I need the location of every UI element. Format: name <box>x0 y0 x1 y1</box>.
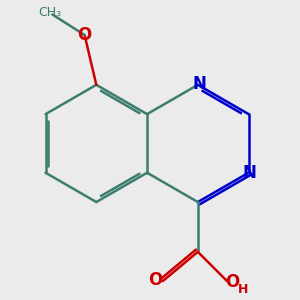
Text: O: O <box>225 273 239 291</box>
Text: CH₃: CH₃ <box>38 6 61 19</box>
Text: N: N <box>192 75 206 93</box>
Text: O: O <box>77 26 92 44</box>
Text: H: H <box>238 283 249 296</box>
Text: O: O <box>148 271 163 289</box>
Text: N: N <box>243 164 257 182</box>
